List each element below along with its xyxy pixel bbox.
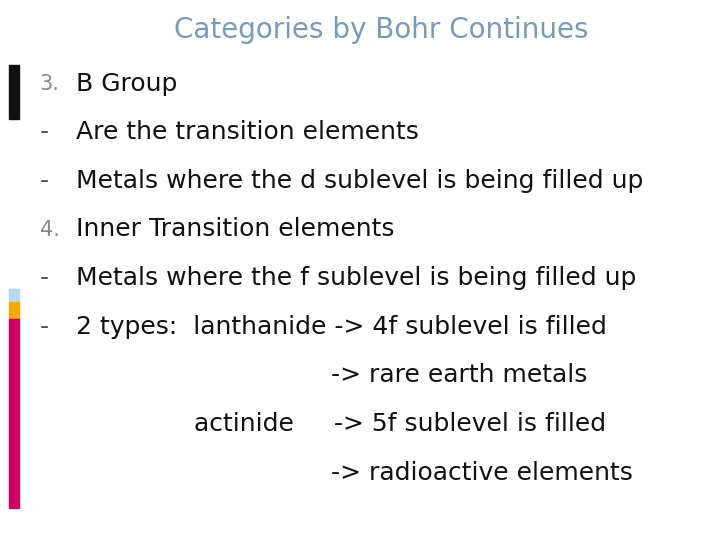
Text: -> rare earth metals: -> rare earth metals [331,363,588,387]
Text: 2 types:  lanthanide -> 4f sublevel is filled: 2 types: lanthanide -> 4f sublevel is fi… [76,315,606,339]
Text: -> radioactive elements: -> radioactive elements [331,461,633,484]
Bar [9,65,19,119]
Text: Categories by Bohr Continues: Categories by Bohr Continues [174,16,589,44]
Text: -: - [40,120,49,144]
Text: Metals where the f sublevel is being filled up: Metals where the f sublevel is being fil… [76,266,636,290]
Text: Metals where the d sublevel is being filled up: Metals where the d sublevel is being fil… [76,169,643,193]
Text: 3.: 3. [40,73,60,94]
Text: Are the transition elements: Are the transition elements [76,120,418,144]
Bar [9,319,19,508]
Text: -: - [40,266,49,290]
Text: actinide     -> 5f sublevel is filled: actinide -> 5f sublevel is filled [194,412,606,436]
Text: Inner Transition elements: Inner Transition elements [76,218,394,241]
Text: B Group: B Group [76,72,177,96]
Text: -: - [40,315,49,339]
Bar [9,289,19,302]
Text: 4.: 4. [40,219,60,240]
Text: -: - [40,169,49,193]
Bar [9,302,19,319]
